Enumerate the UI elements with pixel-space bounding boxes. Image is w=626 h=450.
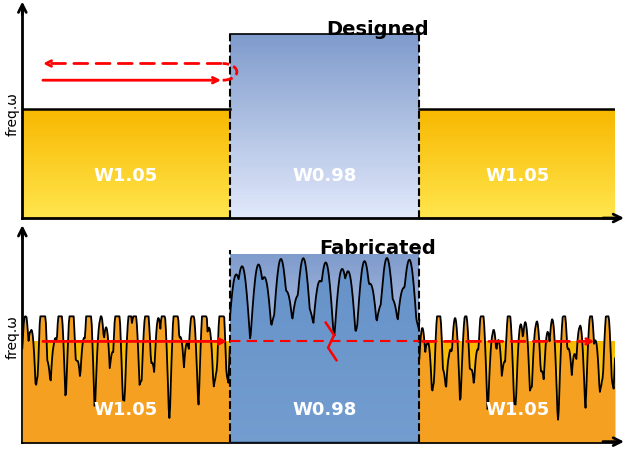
Y-axis label: freq.ω: freq.ω — [6, 315, 19, 359]
Text: W1.05: W1.05 — [94, 167, 158, 185]
Text: W1.05: W1.05 — [485, 401, 550, 419]
Text: W0.98: W0.98 — [292, 401, 357, 419]
Y-axis label: freq.ω: freq.ω — [6, 92, 19, 135]
Text: Fabricated: Fabricated — [319, 239, 436, 258]
Text: W0.98: W0.98 — [292, 167, 357, 185]
Text: Designed: Designed — [327, 20, 429, 39]
Text: W1.05: W1.05 — [94, 401, 158, 419]
Text: W1.05: W1.05 — [485, 167, 550, 185]
